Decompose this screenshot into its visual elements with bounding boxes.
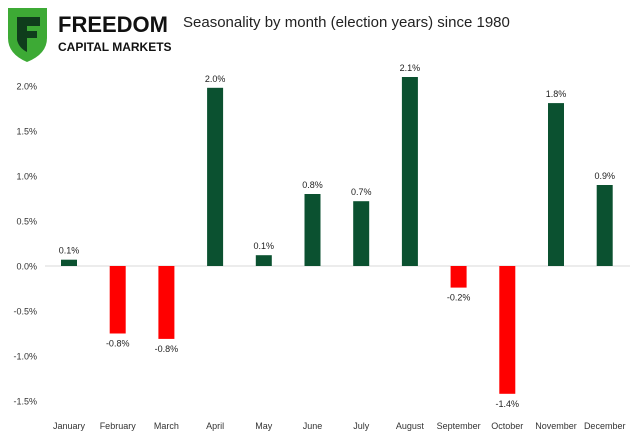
data-label: -1.4% xyxy=(496,399,520,409)
data-label: 2.1% xyxy=(400,63,421,73)
y-tick-label: 0.0% xyxy=(16,262,37,272)
bar-march xyxy=(158,266,175,339)
x-tick-label: May xyxy=(255,421,273,431)
x-tick-label: October xyxy=(491,421,523,431)
x-tick-label: July xyxy=(353,421,370,431)
x-tick-label: June xyxy=(303,421,323,431)
y-tick-label: -0.5% xyxy=(13,307,37,317)
chart-title: Seasonality by month (election years) si… xyxy=(183,14,510,31)
data-label: -0.2% xyxy=(447,293,471,303)
data-label: 0.7% xyxy=(351,187,372,197)
y-tick-label: 1.5% xyxy=(16,127,37,137)
y-tick-label: 2.0% xyxy=(16,82,37,92)
bar-february xyxy=(109,266,126,334)
y-tick-label: -1.5% xyxy=(13,397,37,407)
bar-january xyxy=(61,259,77,266)
y-tick-label: 1.0% xyxy=(16,172,37,182)
bar-october xyxy=(499,266,516,394)
x-tick-label: November xyxy=(535,421,577,431)
x-tick-label: March xyxy=(154,421,179,431)
data-label: 0.1% xyxy=(254,241,275,251)
bar-july xyxy=(353,201,370,266)
data-label: 0.8% xyxy=(302,180,323,190)
x-tick-label: December xyxy=(584,421,626,431)
bar-december xyxy=(596,185,613,266)
data-label: 2.0% xyxy=(205,74,226,84)
bar-november xyxy=(548,103,564,266)
x-tick-label: September xyxy=(437,421,481,431)
y-tick-label: 0.5% xyxy=(16,217,37,227)
bar-september xyxy=(450,266,467,288)
x-tick-label: August xyxy=(396,421,425,431)
bar-april xyxy=(207,87,224,266)
data-label: -0.8% xyxy=(155,344,179,354)
data-label: 1.8% xyxy=(546,89,567,99)
logo: FREEDOM CAPITAL MARKETS xyxy=(8,8,172,62)
data-label: 0.1% xyxy=(59,246,80,256)
y-tick-label: -1.0% xyxy=(13,352,37,362)
bar-august xyxy=(401,77,418,266)
logo-name: FREEDOM xyxy=(58,12,168,37)
bar-may xyxy=(255,255,272,266)
x-tick-label: February xyxy=(100,421,137,431)
x-tick-label: April xyxy=(206,421,224,431)
bar-june xyxy=(304,194,321,266)
data-label: 0.9% xyxy=(594,171,615,181)
data-label: -0.8% xyxy=(106,339,130,349)
x-tick-label: January xyxy=(53,421,86,431)
logo-subtitle: CAPITAL MARKETS xyxy=(58,40,172,54)
